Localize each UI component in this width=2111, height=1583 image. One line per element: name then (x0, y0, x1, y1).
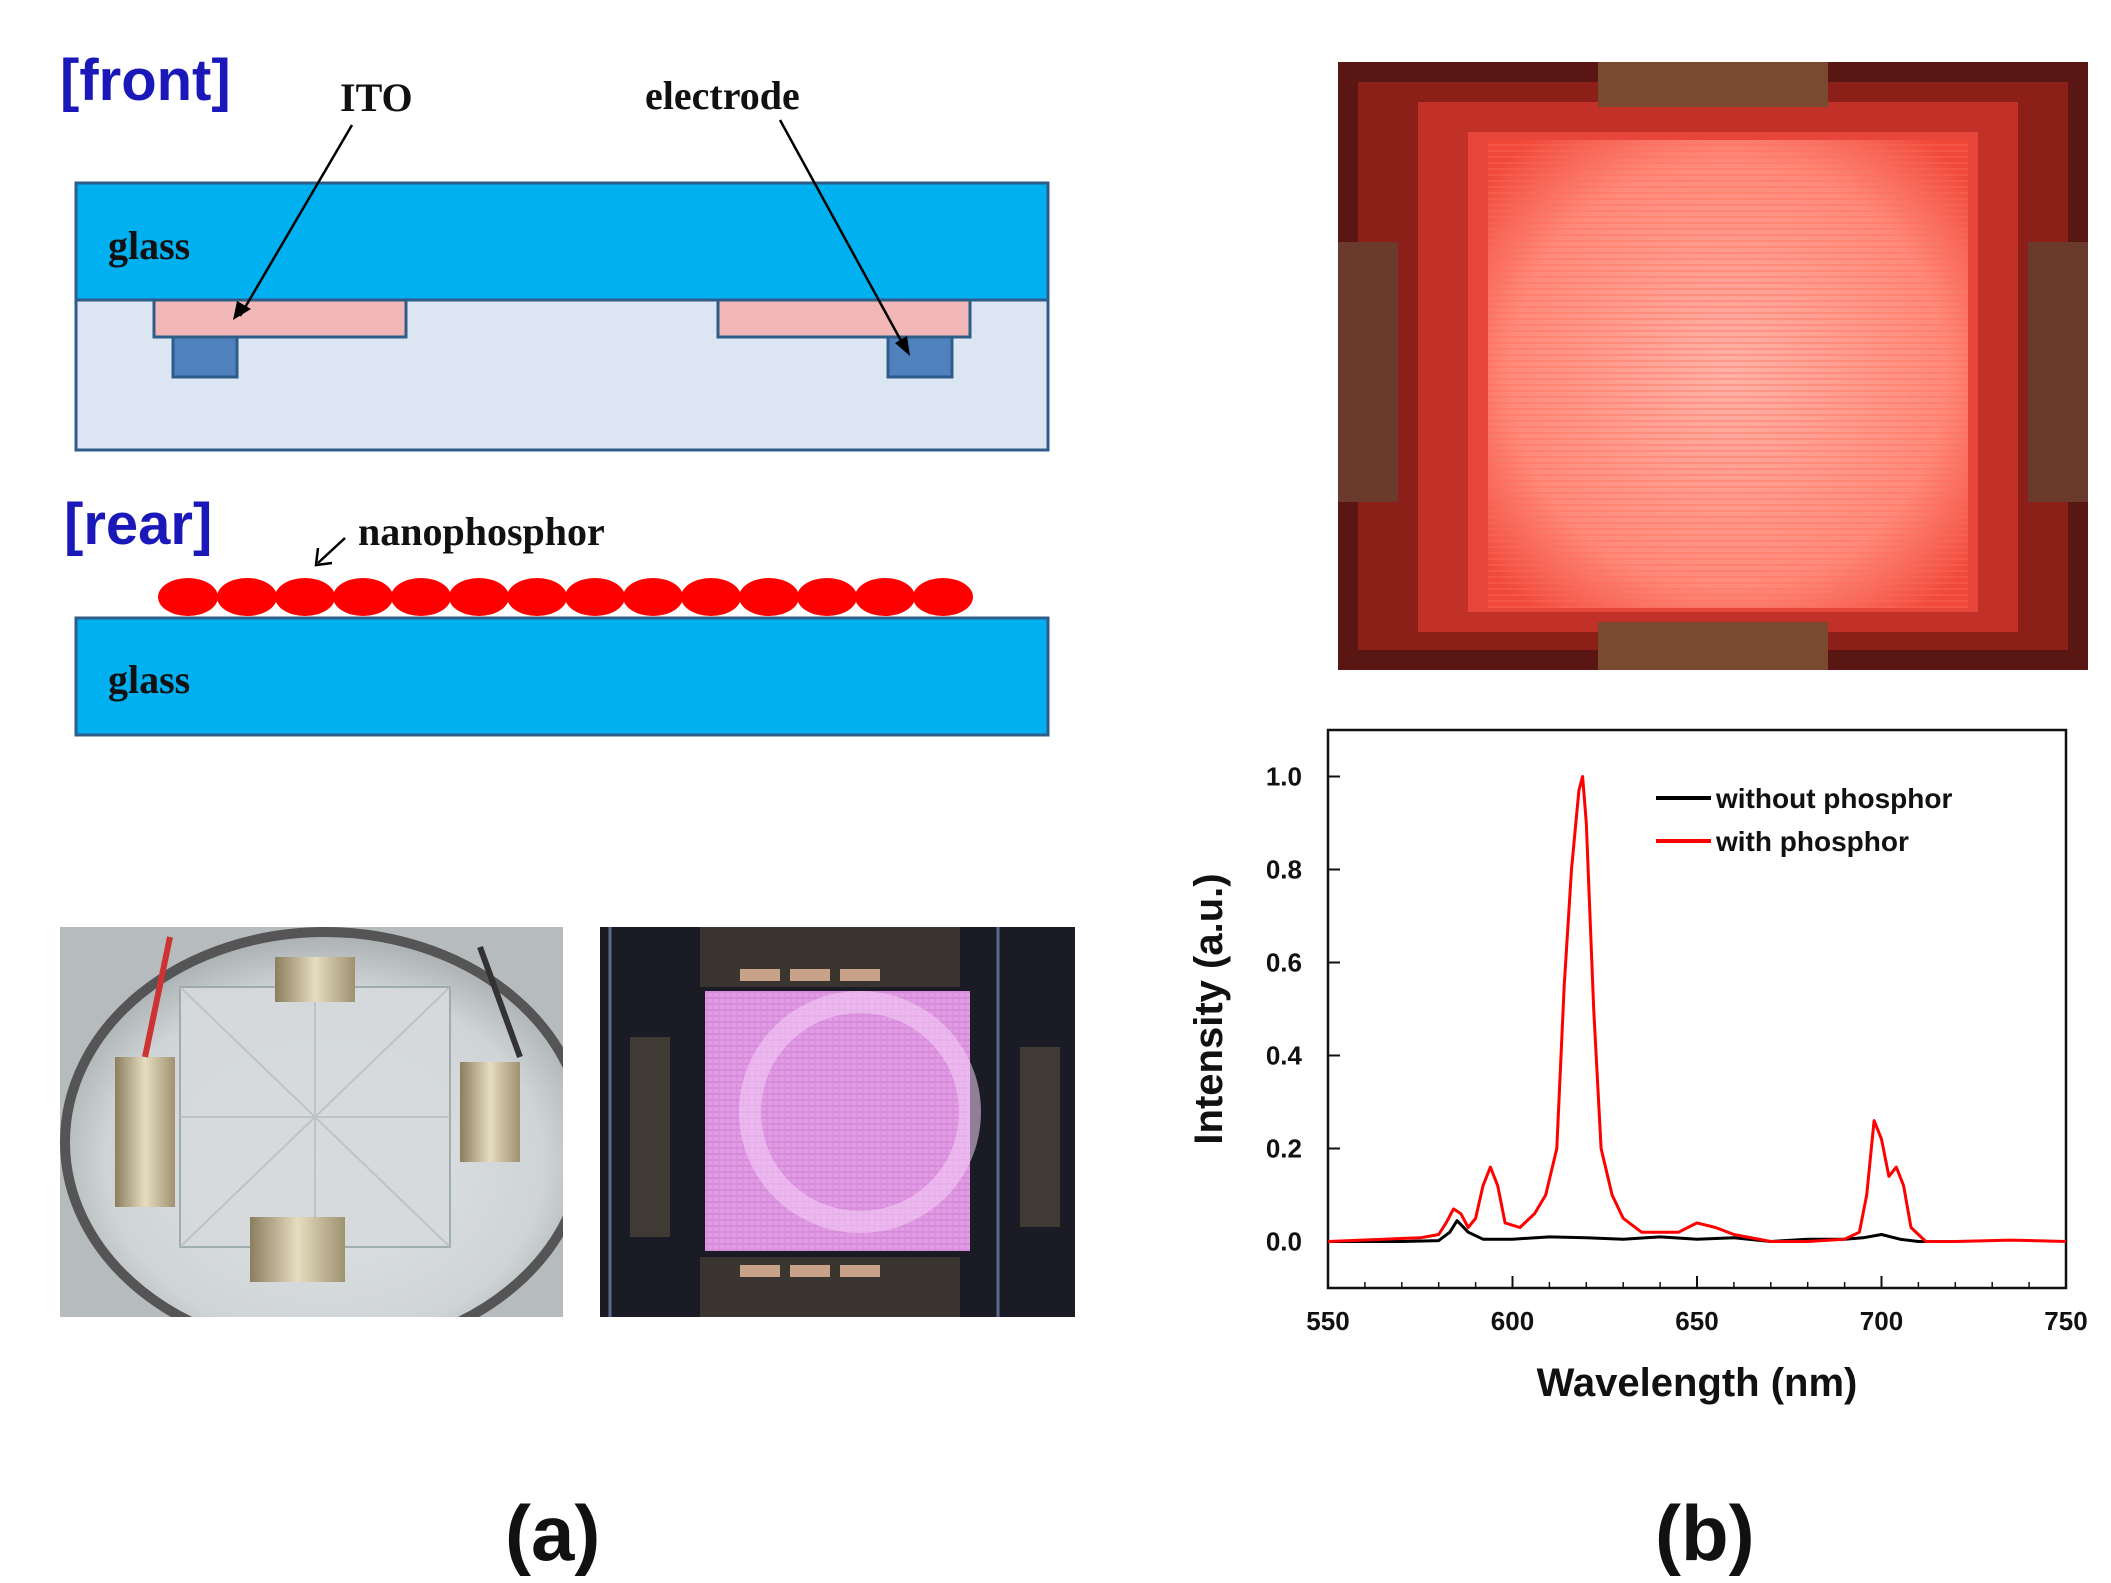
electrode-arrow-head (895, 336, 910, 356)
rear-section-label: [rear] (64, 492, 213, 557)
electrode-left (171, 335, 239, 379)
front-glass-label: glass (108, 223, 191, 268)
panel-photo-red-emission (1338, 62, 2088, 670)
ito-arrow-head (233, 301, 251, 320)
nanophosphor-arrow (317, 537, 346, 564)
front-glass-layer (74, 181, 1050, 302)
y-tick-label: 0.6 (1266, 948, 1302, 978)
ito-strip-right (716, 298, 972, 339)
y-tick-label: 0.8 (1266, 855, 1302, 885)
rear-glass-label: glass (108, 657, 191, 702)
x-tick-label: 750 (2044, 1306, 2087, 1336)
x-tick-label: 650 (1675, 1306, 1718, 1336)
series-line-0 (1328, 1219, 1956, 1243)
legend-label: without phosphor (1715, 783, 1952, 814)
ito-label: ITO (340, 75, 413, 120)
y-tick-label: 0.2 (1266, 1134, 1302, 1164)
front-section-label: [front] (60, 48, 231, 113)
y-tick-label: 0.4 (1266, 1041, 1303, 1071)
rear-glass-layer (74, 616, 1050, 737)
x-axis-label: Wavelength (nm) (1537, 1361, 1858, 1405)
x-tick-label: 550 (1306, 1306, 1349, 1336)
ito-arrow (238, 124, 354, 317)
electrode-label: electrode (645, 73, 800, 118)
electrode-arrow (778, 119, 907, 349)
series-line-1 (1327, 775, 2067, 1243)
x-tick-label: 700 (1860, 1306, 1903, 1336)
spectrum-chart: 550 600 650 700 750 0.0 0.2 0.4 0.6 0.8 1.0 Wavelen… (1187, 728, 2088, 1405)
front-cross-section-diagram (74, 119, 1050, 737)
panel-photo-unlit (60, 927, 563, 1317)
panel-b-caption: (b) (1655, 1489, 1755, 1577)
panel-photo-lit (600, 927, 1075, 1317)
y-tick-label: 1.0 (1266, 762, 1302, 792)
y-axis-label: Intensity (a.u.) (1187, 873, 1231, 1144)
plot-frame (1326, 728, 2068, 1290)
nanophosphor-layer (158, 578, 973, 616)
panel-a-caption: (a) (505, 1489, 601, 1577)
nanophosphor-label: nanophosphor (358, 509, 605, 554)
legend-label: with phosphor (1715, 826, 1909, 857)
ito-strip-left (152, 298, 408, 339)
x-tick-label: 600 (1491, 1306, 1534, 1336)
y-tick-label: 0.0 (1266, 1227, 1302, 1257)
nanophosphor-arrow-head (314, 547, 333, 567)
